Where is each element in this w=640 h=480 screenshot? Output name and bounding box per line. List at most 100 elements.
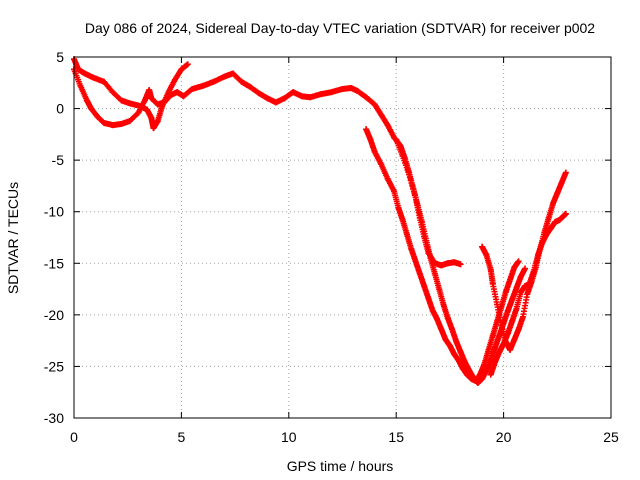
data-point: [371, 101, 378, 108]
data-point: [436, 286, 443, 293]
data-point: [363, 94, 370, 101]
data-point: [479, 243, 486, 250]
data-point: [178, 66, 185, 73]
data-point: [511, 264, 518, 271]
data-point: [238, 78, 245, 85]
x-tick-label: 15: [388, 429, 404, 445]
data-point: [485, 346, 492, 353]
x-tick-label: 25: [603, 429, 619, 445]
data-point: [464, 371, 471, 378]
data-point: [184, 61, 191, 68]
data-point: [348, 84, 355, 91]
y-axis-label: SDTVAR / TECUs: [5, 182, 21, 294]
data-point: [412, 194, 419, 201]
data-point: [459, 365, 466, 372]
data-point: [425, 249, 432, 256]
chart-title: Day 086 of 2024, Sidereal Day-to-day VTE…: [85, 20, 595, 36]
data-point: [180, 93, 187, 100]
data-point: [429, 307, 436, 314]
data-point: [378, 161, 385, 168]
data-point: [247, 83, 254, 90]
axis-ticks: 0 5 10 15 20 25 5 0 -5 -10 -15 -20 -25 -30: [44, 49, 619, 445]
data-point: [109, 89, 116, 96]
series-track-b: [71, 66, 529, 386]
data-point: [438, 262, 445, 269]
data-point: [298, 93, 305, 100]
data-point: [543, 231, 550, 238]
data-point: [502, 289, 509, 296]
y-tick-label: -25: [44, 358, 64, 374]
data-point: [408, 245, 415, 252]
data-point: [522, 265, 529, 272]
data-point: [384, 175, 391, 182]
grid: [74, 57, 611, 418]
data-point: [399, 153, 406, 160]
data-point: [141, 97, 148, 104]
data-point: [328, 89, 335, 96]
y-tick-label: -15: [44, 255, 64, 271]
data-point: [513, 305, 520, 312]
data-point: [509, 318, 516, 325]
data-point: [442, 336, 449, 343]
data-point: [406, 171, 413, 178]
data-point: [135, 109, 142, 116]
data-point: [229, 70, 236, 77]
data-series: [71, 56, 569, 386]
data-point: [264, 95, 271, 102]
data-point: [522, 282, 529, 289]
data-point: [517, 289, 524, 296]
data-point: [545, 214, 552, 221]
data-point: [451, 259, 458, 266]
data-point: [487, 357, 494, 364]
plus-markers: [71, 66, 528, 386]
data-point: [500, 340, 507, 347]
data-point: [378, 111, 385, 118]
data-point: [146, 87, 153, 94]
data-point: [150, 125, 157, 132]
data-point: [367, 136, 374, 143]
data-point: [489, 332, 496, 339]
data-point: [515, 258, 522, 265]
data-point: [504, 307, 511, 314]
y-tick-label: 5: [56, 49, 64, 65]
data-point: [90, 74, 97, 81]
y-tick-label: -30: [44, 410, 64, 426]
data-point: [290, 89, 297, 96]
data-point: [83, 97, 90, 104]
data-point: [494, 318, 501, 325]
data-point: [496, 348, 503, 355]
data-point: [519, 313, 526, 320]
data-point: [515, 326, 522, 333]
data-point: [489, 280, 496, 287]
data-point: [504, 330, 511, 337]
series-track-d: [393, 136, 464, 269]
data-point: [101, 78, 108, 85]
data-point: [446, 342, 453, 349]
data-point: [507, 276, 514, 283]
data-point: [421, 282, 428, 289]
data-point: [154, 101, 161, 108]
data-point: [391, 188, 398, 195]
plus-markers: [479, 170, 569, 353]
data-point: [487, 371, 494, 378]
data-point: [461, 359, 468, 366]
data-point: [77, 82, 84, 89]
data-point: [431, 270, 438, 277]
y-tick-label: -20: [44, 307, 64, 323]
data-point: [425, 295, 432, 302]
data-point: [94, 113, 101, 120]
data-point: [511, 336, 518, 343]
data-point: [307, 94, 314, 101]
data-point: [118, 121, 125, 128]
data-point: [434, 315, 441, 322]
data-point: [154, 117, 161, 124]
data-point: [534, 252, 541, 259]
data-point: [393, 136, 400, 143]
data-point: [88, 105, 95, 112]
series-track-e: [479, 169, 569, 353]
data-point: [513, 285, 520, 292]
data-point: [487, 266, 494, 273]
x-tick-label: 5: [178, 429, 186, 445]
data-point: [281, 95, 288, 102]
